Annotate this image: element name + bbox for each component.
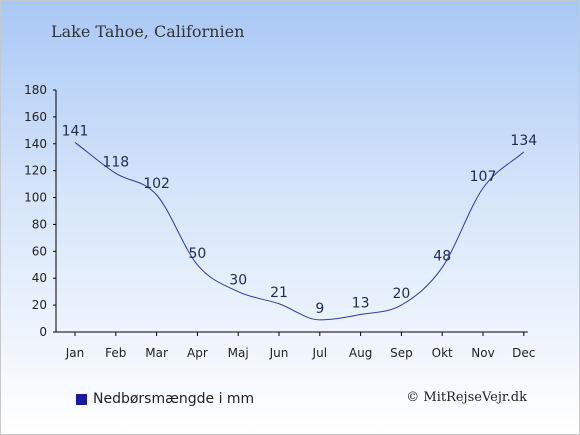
data-label: 20 [392, 286, 410, 302]
precipitation-line [74, 142, 525, 321]
data-label: 107 [470, 169, 497, 185]
x-tick-label: Okt [432, 346, 453, 360]
x-tick-label: Maj [228, 346, 249, 360]
data-label: 9 [315, 301, 324, 317]
y-tick-label: 120 [24, 164, 47, 178]
x-tick-label: Nov [471, 346, 494, 360]
data-label: 48 [433, 248, 451, 264]
legend: Nedbørsmængde i mm [76, 391, 254, 407]
data-label: 134 [510, 133, 537, 149]
x-tick-label: Jul [312, 346, 327, 360]
credit-text: © MitRejseVejr.dk [406, 390, 527, 405]
x-tick-label: Jan [65, 346, 85, 360]
data-label: 102 [143, 176, 170, 192]
y-tick-label: 80 [32, 217, 47, 231]
chart-title: Lake Tahoe, Californien [51, 22, 245, 41]
data-label: 50 [188, 246, 206, 262]
data-label: 141 [62, 123, 89, 139]
y-tick-label: 60 [32, 244, 47, 258]
x-tick-label: Mar [145, 346, 168, 360]
x-tick-label: Apr [187, 346, 208, 360]
x-tick-label: Jun [269, 346, 289, 360]
data-label: 118 [102, 154, 129, 170]
y-tick-label: 20 [32, 298, 47, 312]
legend-label: Nedbørsmængde i mm [93, 391, 255, 407]
y-tick-label: 140 [24, 137, 47, 151]
y-tick-label: 180 [24, 83, 47, 97]
data-label: 21 [270, 285, 288, 301]
x-tick-label: Sep [390, 346, 413, 360]
x-tick-label: Feb [105, 346, 126, 360]
legend-swatch [76, 393, 87, 405]
data-label: 30 [229, 273, 247, 289]
y-tick-label: 0 [39, 325, 47, 339]
x-tick-label: Aug [349, 346, 372, 360]
y-tick-label: 40 [32, 271, 47, 285]
y-tick-label: 100 [24, 191, 47, 205]
x-tick-label: Dec [512, 346, 535, 360]
y-tick-label: 160 [24, 110, 47, 124]
data-label: 13 [352, 296, 370, 312]
